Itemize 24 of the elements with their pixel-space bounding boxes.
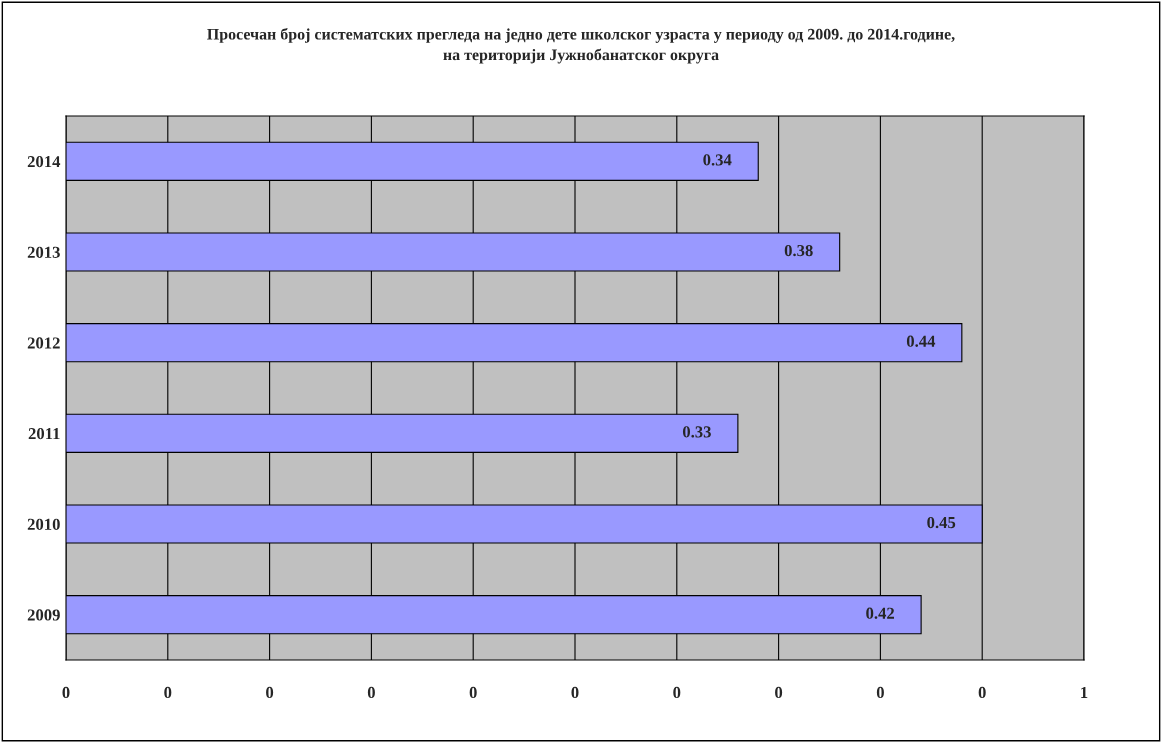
y-tick-label: 2010 bbox=[27, 518, 60, 530]
data-label: 0.38 bbox=[784, 244, 813, 257]
x-tick-label: 0 bbox=[978, 686, 986, 699]
data-label: 0.42 bbox=[866, 607, 895, 619]
y-tick-label: 2012 bbox=[27, 337, 60, 349]
x-tick-label: 0 bbox=[62, 686, 70, 699]
x-tick-label: 0 bbox=[469, 686, 477, 699]
y-tick-label: 2013 bbox=[27, 246, 60, 258]
data-label: 0.45 bbox=[927, 516, 956, 529]
y-tick-label: 2014 bbox=[27, 156, 61, 168]
x-tick-label: 0 bbox=[673, 686, 681, 699]
y-tick-label: 2011 bbox=[28, 428, 60, 440]
data-label: 0.44 bbox=[906, 335, 936, 347]
x-tick-label: 0 bbox=[876, 686, 884, 699]
x-tick-label: 1 bbox=[1081, 686, 1088, 698]
data-label: 0.33 bbox=[682, 426, 711, 438]
x-tick-label: 0 bbox=[164, 686, 172, 699]
data-label: 0.34 bbox=[703, 154, 732, 166]
x-tick-label: 0 bbox=[775, 686, 783, 699]
chart-title: Просечан број систематских прегледа на једно дете школског узраста у периоду од 2009. до 2014.године, на територији Јужнобанатског округа bbox=[207, 28, 955, 64]
x-tick-label: 0 bbox=[266, 686, 274, 699]
y-tick-label: 2009 bbox=[27, 609, 60, 621]
x-tick-label: 0 bbox=[367, 686, 375, 699]
x-tick-label: 0 bbox=[571, 686, 579, 699]
